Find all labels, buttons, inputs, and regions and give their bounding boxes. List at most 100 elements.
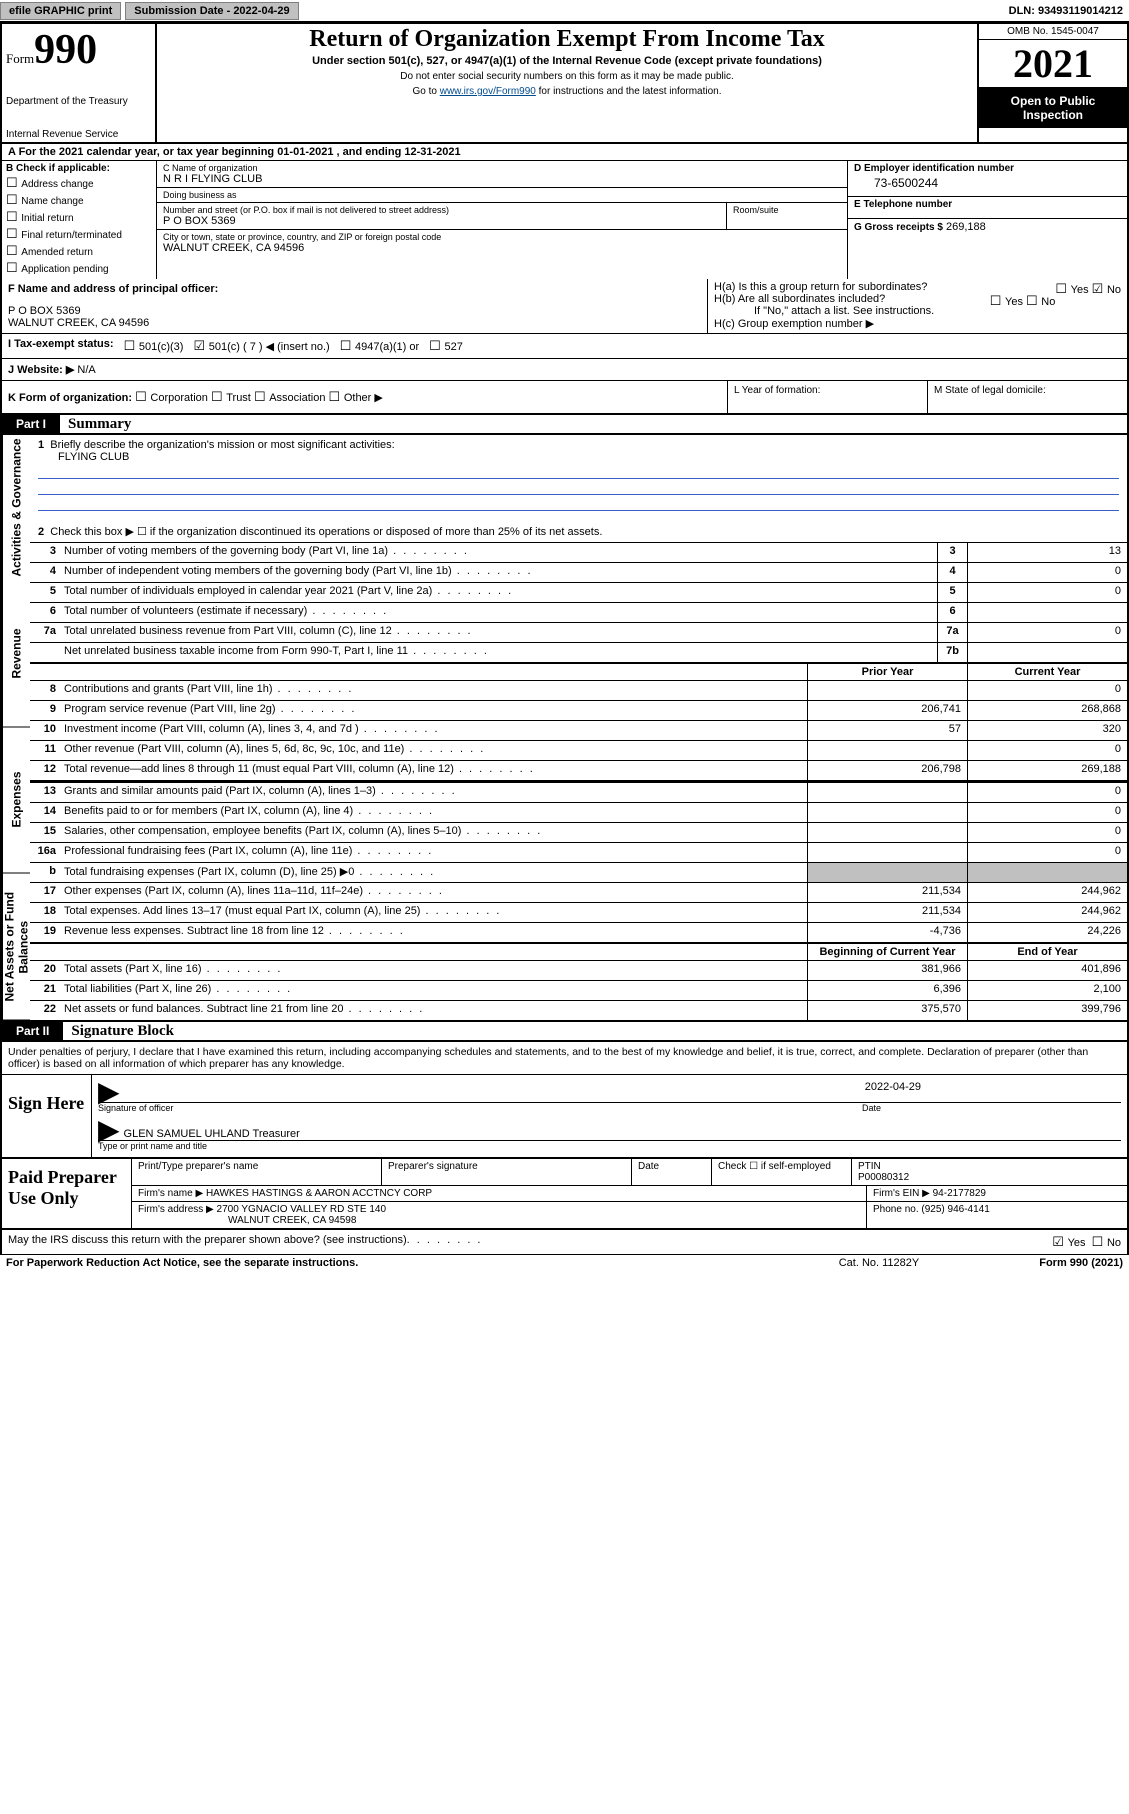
form-word: Form bbox=[6, 51, 34, 66]
line-text: Number of independent voting members of … bbox=[60, 563, 937, 582]
discuss-yes[interactable]: Yes bbox=[1052, 1234, 1085, 1250]
line-num: 14 bbox=[30, 803, 60, 822]
part2-title: Signature Block bbox=[63, 1023, 174, 1040]
discuss-no[interactable]: No bbox=[1092, 1234, 1121, 1250]
summary-line: 5Total number of individuals employed in… bbox=[30, 582, 1127, 602]
summary-line: 14Benefits paid to or for members (Part … bbox=[30, 802, 1127, 822]
chk-final-return[interactable]: Final return/terminated bbox=[6, 226, 152, 242]
part2-tag: Part II bbox=[2, 1022, 63, 1040]
type-name-label: Type or print name and title bbox=[98, 1141, 1121, 1151]
submission-date-button[interactable]: Submission Date - 2022-04-29 bbox=[125, 2, 298, 20]
top-toolbar: efile GRAPHIC print Submission Date - 20… bbox=[0, 0, 1129, 22]
org-name-cell: C Name of organization N R I FLYING CLUB bbox=[157, 161, 847, 188]
form990-link[interactable]: www.irs.gov/Form990 bbox=[440, 86, 536, 97]
line-value: 0 bbox=[967, 563, 1127, 582]
line-text: Contributions and grants (Part VIII, lin… bbox=[60, 681, 807, 700]
j-label: J Website: ▶ bbox=[8, 364, 74, 376]
col-end-year: End of Year bbox=[967, 944, 1127, 960]
prior-year-value bbox=[807, 843, 967, 862]
chk-501c3[interactable]: 501(c)(3) bbox=[124, 338, 184, 354]
prep-sig-cell: Preparer's signature bbox=[382, 1159, 632, 1185]
prep-name-cell: Print/Type preparer's name bbox=[132, 1159, 382, 1185]
part1-tag: Part I bbox=[2, 415, 60, 433]
current-year-value bbox=[967, 863, 1127, 882]
summary-line: bTotal fundraising expenses (Part IX, co… bbox=[30, 862, 1127, 882]
mission-value: FLYING CLUB bbox=[38, 451, 1119, 463]
chk-corporation[interactable]: Corporation bbox=[135, 392, 208, 404]
efile-print-button[interactable]: efile GRAPHIC print bbox=[0, 2, 121, 20]
line-value bbox=[967, 603, 1127, 622]
line-box: 5 bbox=[937, 583, 967, 602]
ptin-cell: PTIN P00080312 bbox=[852, 1159, 1127, 1185]
line-box: 4 bbox=[937, 563, 967, 582]
header-right: OMB No. 1545-0047 2021 Open to Public In… bbox=[977, 24, 1127, 142]
chk-amended-return[interactable]: Amended return bbox=[6, 243, 152, 259]
summary-line: 8Contributions and grants (Part VIII, li… bbox=[30, 680, 1127, 700]
summary-line: 9Program service revenue (Part VIII, lin… bbox=[30, 700, 1127, 720]
chk-trust[interactable]: Trust bbox=[211, 392, 251, 404]
summary-line: 18Total expenses. Add lines 13–17 (must … bbox=[30, 902, 1127, 922]
sidetab-governance: Activities & Governance bbox=[2, 435, 30, 581]
chk-initial-return[interactable]: Initial return bbox=[6, 209, 152, 225]
header-center: Return of Organization Exempt From Incom… bbox=[157, 24, 977, 142]
dept-treasury: Department of the Treasury bbox=[6, 96, 151, 107]
section-m: M State of legal domicile: bbox=[927, 381, 1127, 413]
firm-name-value: HAWKES HASTINGS & AARON ACCTNCY CORP bbox=[206, 1188, 432, 1199]
current-year-value: 0 bbox=[967, 681, 1127, 700]
section-k: K Form of organization: Corporation Trus… bbox=[2, 381, 727, 413]
summary-line: 4Number of independent voting members of… bbox=[30, 562, 1127, 582]
pra-notice: For Paperwork Reduction Act Notice, see … bbox=[6, 1257, 358, 1269]
chk-association[interactable]: Association bbox=[254, 392, 326, 404]
prep-selfemp-cell[interactable]: Check ☐ if self-employed bbox=[712, 1159, 852, 1185]
line-text: Program service revenue (Part VIII, line… bbox=[60, 701, 807, 720]
summary-line: 21Total liabilities (Part X, line 26)6,3… bbox=[30, 980, 1127, 1000]
chk-4947[interactable]: 4947(a)(1) or bbox=[340, 338, 419, 354]
line-text: Grants and similar amounts paid (Part IX… bbox=[60, 783, 807, 802]
current-year-value: 0 bbox=[967, 843, 1127, 862]
form-note-2: Go to www.irs.gov/Form990 for instructio… bbox=[163, 86, 971, 97]
form-page: Form 990 (2021) bbox=[1039, 1257, 1123, 1269]
firm-name-cell: Firm's name ▶ HAWKES HASTINGS & AARON AC… bbox=[132, 1186, 867, 1201]
section-b: B Check if applicable: Address change Na… bbox=[2, 161, 157, 279]
line-text: Total number of individuals employed in … bbox=[60, 583, 937, 602]
current-year-value: 0 bbox=[967, 741, 1127, 760]
ein-value: 73-6500244 bbox=[854, 174, 1121, 194]
chk-application-pending[interactable]: Application pending bbox=[6, 260, 152, 276]
prior-year-value: 206,741 bbox=[807, 701, 967, 720]
col-begin-year: Beginning of Current Year bbox=[807, 944, 967, 960]
form-number: Form990 bbox=[6, 26, 151, 74]
summary-line: 7aTotal unrelated business revenue from … bbox=[30, 622, 1127, 642]
current-year-value: 244,962 bbox=[967, 883, 1127, 902]
firm-addr1-value: 2700 YGNACIO VALLEY RD STE 140 bbox=[217, 1204, 387, 1215]
prior-year-value bbox=[807, 823, 967, 842]
line-num: 16a bbox=[30, 843, 60, 862]
chk-name-change[interactable]: Name change bbox=[6, 192, 152, 208]
line-num: b bbox=[30, 863, 60, 882]
summary-line: 10Investment income (Part VIII, column (… bbox=[30, 720, 1127, 740]
line-num: 9 bbox=[30, 701, 60, 720]
line-text: Net unrelated business taxable income fr… bbox=[60, 643, 937, 662]
sig-arrow-icon-2: ▶ bbox=[98, 1119, 124, 1140]
summary-line: 13Grants and similar amounts paid (Part … bbox=[30, 782, 1127, 802]
sig-arrow-icon: ▶ bbox=[98, 1081, 124, 1102]
line-text: Investment income (Part VIII, column (A)… bbox=[60, 721, 807, 740]
room-suite: Room/suite bbox=[727, 203, 847, 229]
chk-other[interactable]: Other ▶ bbox=[329, 392, 383, 404]
summary-line: 16aProfessional fundraising fees (Part I… bbox=[30, 842, 1127, 862]
line-text: Other revenue (Part VIII, column (A), li… bbox=[60, 741, 807, 760]
current-year-value: 401,896 bbox=[967, 961, 1127, 980]
omb-number: OMB No. 1545-0047 bbox=[979, 24, 1127, 40]
cat-no: Cat. No. 11282Y bbox=[839, 1257, 920, 1269]
summary-line: 19Revenue less expenses. Subtract line 1… bbox=[30, 922, 1127, 942]
hc-row: H(c) Group exemption number ▶ bbox=[714, 317, 1121, 330]
block-bcde: B Check if applicable: Address change Na… bbox=[0, 161, 1129, 279]
chk-501c[interactable]: 501(c) ( 7 ) ◀ (insert no.) bbox=[193, 338, 329, 354]
prior-year-value bbox=[807, 803, 967, 822]
ein-cell: D Employer identification number 73-6500… bbox=[848, 161, 1127, 197]
chk-address-change[interactable]: Address change bbox=[6, 175, 152, 191]
org-name-label: C Name of organization bbox=[163, 163, 841, 173]
summary-line: 20Total assets (Part X, line 16)381,9664… bbox=[30, 960, 1127, 980]
form-subtitle: Under section 501(c), 527, or 4947(a)(1)… bbox=[163, 55, 971, 67]
chk-527[interactable]: 527 bbox=[429, 338, 463, 354]
line-text: Net assets or fund balances. Subtract li… bbox=[60, 1001, 807, 1020]
